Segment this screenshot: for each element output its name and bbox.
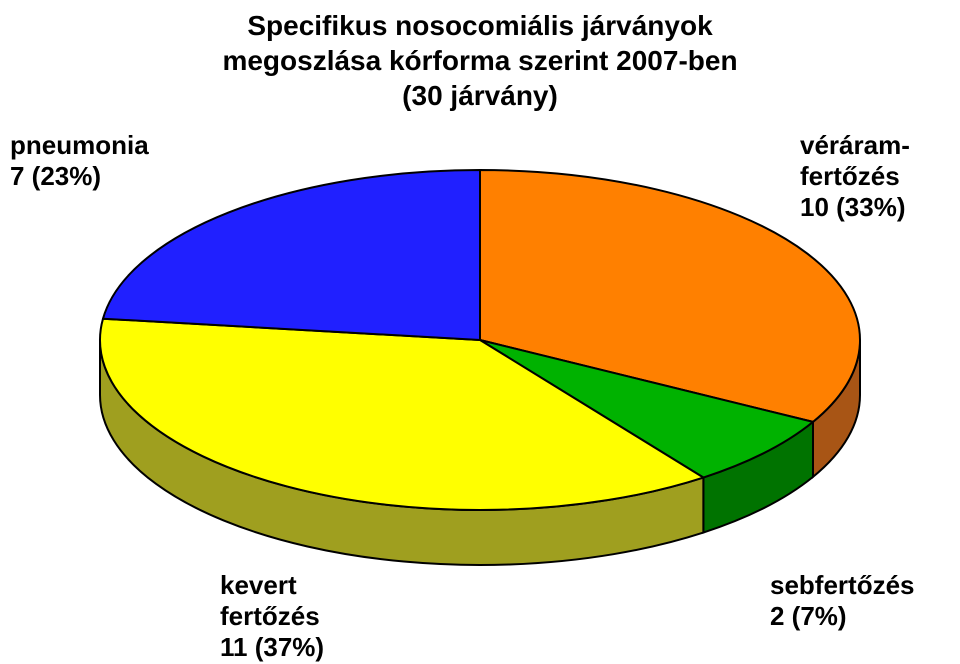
label-veraram-line3: 10 (33%): [800, 192, 906, 222]
label-kevert: kevertfertőzés11 (37%): [220, 570, 324, 664]
label-kevert-line2: fertőzés: [220, 601, 320, 631]
label-pneumonia-line1: pneumonia: [10, 130, 149, 160]
title-line-1: Specifikus nosocomiális járványok: [247, 10, 712, 41]
title-line-3: (30 járvány): [402, 80, 558, 111]
label-kevert-line1: kevert: [220, 570, 297, 600]
label-seb: sebfertőzés2 (7%): [770, 570, 915, 632]
title-line-2: megoszlása kórforma szerint 2007-ben: [222, 45, 737, 76]
chart-title: Specifikus nosocomiális járványok megosz…: [0, 8, 960, 113]
label-pneumonia: pneumonia7 (23%): [10, 130, 149, 192]
pie-slice-pneumonia: [103, 170, 480, 340]
label-veraram-line1: véráram-: [800, 130, 910, 160]
label-veraram: véráram-fertőzés10 (33%): [800, 130, 910, 224]
label-seb-line1: sebfertőzés: [770, 570, 915, 600]
label-pneumonia-line2: 7 (23%): [10, 161, 101, 191]
label-veraram-line2: fertőzés: [800, 161, 900, 191]
label-seb-line2: 2 (7%): [770, 601, 847, 631]
